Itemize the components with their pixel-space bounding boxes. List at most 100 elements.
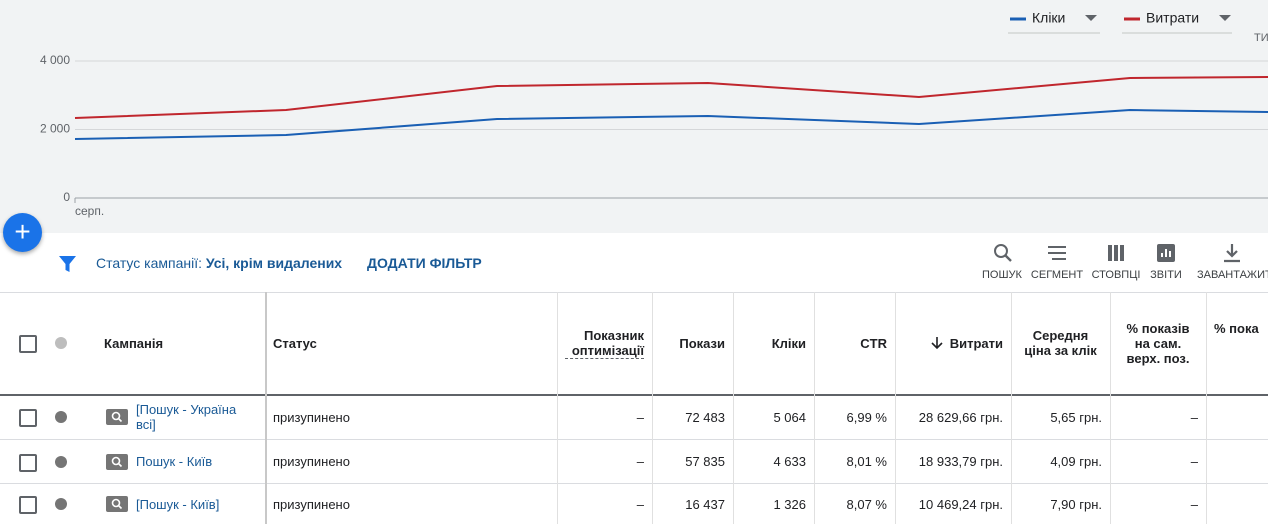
column-header[interactable]: Середня ціна за клік (1011, 292, 1110, 394)
column-header[interactable]: Кліки (733, 292, 814, 394)
dropdown-arrow[interactable] (1085, 15, 1097, 21)
table-cell[interactable]: [Пошук - Україна всі] (80, 395, 265, 439)
header-text: Показник оптимізації (565, 328, 644, 359)
cell-text: 10 469,24 грн. (918, 496, 1003, 512)
checkbox[interactable] (19, 335, 37, 353)
filter-label: Статус кампанії: (96, 255, 202, 271)
cell-text: – (1190, 409, 1198, 425)
column-header[interactable]: Кампанія (96, 292, 281, 394)
search-campaign-icon (106, 453, 128, 470)
filter-icon[interactable] (58, 254, 78, 274)
column-divider (652, 292, 653, 524)
cell-text: 8,07 % (846, 496, 887, 512)
status-dot (55, 411, 67, 423)
toolbar-button[interactable]: ПОШУК (967, 243, 1037, 281)
cell-text: [Пошук - Україна всі] (136, 402, 237, 432)
add-filter[interactable]: ДОДАТИ ФІЛЬТР (367, 255, 482, 271)
status-dot (55, 337, 67, 349)
cell-text: 18 933,79 грн. (918, 454, 1003, 469)
table-cell[interactable]: [Пошук - Київ] (80, 484, 265, 524)
table-cell: 5,65 грн. (1011, 395, 1110, 439)
checkbox[interactable] (19, 409, 37, 427)
toolbar-button[interactable]: СЕГМЕНТ (1022, 243, 1092, 281)
row-divider (0, 483, 1268, 484)
cell-text: – (1190, 496, 1198, 512)
column-divider (265, 292, 267, 524)
period-selector[interactable]: ТИ (1254, 32, 1268, 44)
header-divider (0, 394, 1268, 396)
cell-text: призупинено (273, 496, 350, 512)
row-divider (0, 439, 1268, 440)
toolbar-label: ЗВІТИ (1150, 269, 1182, 281)
toolbar-label: СЕГМЕНТ (1030, 269, 1084, 281)
line-series (74, 109, 1268, 140)
line-series (74, 76, 1268, 119)
legend-label[interactable]: Витрати (1146, 10, 1199, 26)
header-text: Витрати (949, 335, 1003, 351)
column-header[interactable]: Статус (265, 292, 557, 394)
legend-label[interactable]: Кліки (1032, 10, 1065, 26)
table-cell: 7,90 грн. (1011, 484, 1110, 524)
table-cell[interactable]: Пошук - Київ (80, 440, 265, 483)
table-cell: – (557, 484, 652, 524)
table-cell: 6,99 % (814, 395, 895, 439)
column-header[interactable]: Показник оптимізації (557, 292, 652, 394)
column-header[interactable]: % пока (1206, 292, 1268, 394)
toolbar-label: ЗАВАНТАЖИТИ (1197, 269, 1268, 281)
toolbar-button[interactable]: ЗВІТИ (1131, 243, 1201, 281)
table-cell: 4,09 грн. (1011, 440, 1110, 483)
filter-chip[interactable]: Статус кампанії: Усі, крім видалених (96, 255, 342, 271)
cell-text: – (636, 409, 644, 425)
header-text: Кампанія (104, 335, 164, 351)
table-cell: 72 483 (652, 395, 733, 439)
toolbar-label: СТОВПЦІ (1091, 269, 1141, 281)
filter-value: Усі, крім видалених (205, 255, 343, 271)
header-text: Кліки (771, 335, 806, 351)
divider (0, 292, 1268, 293)
toolbar-button[interactable]: СТОВПЦІ (1081, 243, 1151, 281)
column-header[interactable]: Покази (652, 292, 733, 394)
cell-text: 28 629,66 грн. (918, 409, 1003, 425)
table-cell: 18 933,79 грн. (895, 440, 1011, 483)
column-header[interactable]: Витрати (895, 292, 1011, 394)
status-dot (55, 498, 67, 510)
cell-text: 7,90 грн. (1050, 496, 1102, 512)
toolbar-button[interactable]: ЗАВАНТАЖИТИ (1197, 243, 1268, 281)
table-cell: – (557, 440, 652, 483)
y-tick-label: 0 (63, 190, 70, 204)
column-divider (814, 292, 815, 524)
cell-text: 6,99 % (846, 409, 887, 425)
cell-text: 16 437 (685, 496, 725, 512)
cell-text: 1 326 (773, 496, 806, 512)
column-header[interactable]: % показів на сам. верх. поз. (1110, 292, 1206, 394)
cell-text: [Пошук - Київ] (136, 496, 220, 512)
table-cell: – (1110, 395, 1206, 439)
cell-text: 8,01 % (846, 454, 887, 469)
table-cell: 28 629,66 грн. (895, 395, 1011, 439)
table-cell: 5 064 (733, 395, 814, 439)
header-text: Статус (273, 335, 317, 351)
table-cell: 8,07 % (814, 484, 895, 524)
table-cell: призупинено (265, 440, 557, 483)
cell-text: 4,09 грн. (1050, 454, 1102, 469)
cell-text: 72 483 (685, 409, 725, 425)
header-text: % показів на сам. верх. поз. (1126, 321, 1190, 366)
column-divider (1110, 292, 1111, 524)
toolbar-label: ПОШУК (982, 269, 1022, 281)
dropdown-arrow[interactable] (1219, 15, 1231, 21)
cell-text: 57 835 (685, 454, 725, 469)
checkbox[interactable] (19, 453, 37, 472)
table-cell: 10 469,24 грн. (895, 484, 1011, 524)
sort-arrow (931, 337, 943, 350)
column-header[interactable]: CTR (814, 292, 895, 394)
checkbox[interactable] (19, 496, 37, 514)
x-tick-label: серп. (75, 204, 104, 218)
table-cell: призупинено (265, 484, 557, 524)
add-button[interactable]: + (3, 213, 42, 252)
table-cell: 4 633 (733, 440, 814, 483)
search-campaign-icon (106, 409, 128, 425)
performance-chart: Кліки Витрати ТИ 0 2 000 4 000 серп. (0, 0, 1268, 233)
status-dot (55, 455, 67, 468)
y-tick-label: 2 000 (40, 122, 70, 136)
